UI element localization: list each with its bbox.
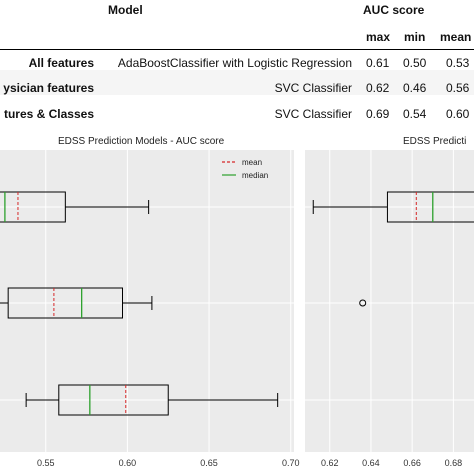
row-model: SVC Classifier xyxy=(274,107,352,121)
box xyxy=(58,384,169,416)
row-label: tures & Classes xyxy=(3,107,94,121)
chart-title: EDSS Predicti xyxy=(403,136,467,147)
header-min: min xyxy=(404,30,426,44)
header-max: max xyxy=(366,30,391,44)
row-max: 0.69 xyxy=(366,107,390,121)
chart-title: EDSS Prediction Models - AUC score xyxy=(58,136,225,147)
header-auc-score: AUC score xyxy=(363,3,425,17)
x-tick-label: 0.66 xyxy=(403,458,421,468)
box xyxy=(7,287,124,319)
table-row-band xyxy=(0,70,474,95)
chart-panel-left: mean median xyxy=(0,150,294,452)
x-tick-label: 0.60 xyxy=(119,458,137,468)
row-label: ysician features xyxy=(3,81,94,95)
box-plot-right xyxy=(305,150,474,452)
row-max: 0.62 xyxy=(366,81,390,95)
row-min: 0.54 xyxy=(403,107,427,121)
x-tick-label: 0.68 xyxy=(445,458,463,468)
x-tick-label: 0.65 xyxy=(200,458,218,468)
box-plot-left: mean median xyxy=(0,150,294,452)
chart-panel-right xyxy=(305,150,474,452)
results-table: Model AUC score max min mean All feature… xyxy=(0,0,474,128)
header-rule xyxy=(0,49,474,50)
row-model: AdaBoostClassifier with Logistic Regress… xyxy=(117,56,352,70)
row-min: 0.50 xyxy=(403,56,427,70)
row-model: SVC Classifier xyxy=(274,81,352,95)
outlier-point xyxy=(359,299,367,307)
box xyxy=(0,191,66,223)
header-model: Model xyxy=(108,3,143,17)
x-tick-label: 0.64 xyxy=(362,458,380,468)
row-label: All features xyxy=(28,56,94,70)
row-min: 0.46 xyxy=(403,81,427,95)
row-mean: 0.53 xyxy=(446,56,470,70)
x-tick-label: 0.55 xyxy=(37,458,55,468)
row-mean: 0.60 xyxy=(446,107,470,121)
header-mean: mean xyxy=(440,30,472,44)
row-mean: 0.56 xyxy=(446,81,470,95)
x-tick-label: 0.70 xyxy=(282,458,300,468)
box xyxy=(386,191,474,223)
legend-label: median xyxy=(242,171,268,180)
x-tick-label: 0.62 xyxy=(321,458,339,468)
row-max: 0.61 xyxy=(366,56,390,70)
legend-label: mean xyxy=(242,158,262,167)
